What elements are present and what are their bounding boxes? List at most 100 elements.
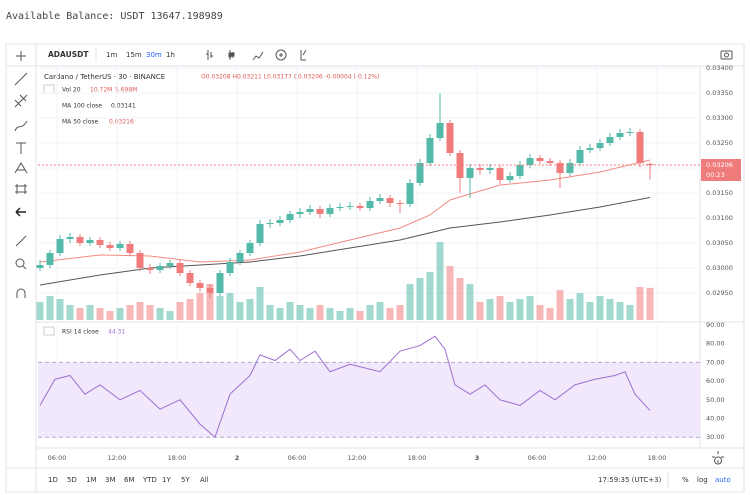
candle-body bbox=[376, 198, 384, 201]
range[interactable]: 6M bbox=[124, 476, 135, 484]
volume-bar bbox=[556, 290, 564, 320]
volume-bar bbox=[186, 299, 194, 320]
volume-bar bbox=[36, 302, 44, 320]
range[interactable]: 5D bbox=[67, 476, 77, 484]
candle-body bbox=[166, 263, 174, 266]
trend-line[interactable] bbox=[14, 72, 28, 86]
candle-body bbox=[276, 220, 284, 223]
volume-bar bbox=[136, 302, 144, 320]
collapse[interactable] bbox=[43, 84, 55, 94]
ma50-legend: MA 50 close bbox=[62, 119, 98, 126]
y-tick-label: 0.03100 bbox=[706, 214, 733, 222]
range[interactable]: 1M bbox=[86, 476, 97, 484]
candle-body bbox=[386, 198, 394, 203]
ma50-value: 0.03216 bbox=[109, 119, 134, 126]
bar-style[interactable] bbox=[206, 50, 213, 60]
camera[interactable] bbox=[720, 50, 733, 60]
volume-bar bbox=[256, 287, 264, 320]
volume-bar bbox=[636, 287, 644, 320]
fx[interactable] bbox=[300, 49, 307, 61]
candle-body bbox=[36, 265, 44, 268]
rsi-tick-label: 40.00 bbox=[706, 414, 725, 422]
candle-body bbox=[616, 133, 624, 137]
range[interactable]: YTD bbox=[142, 476, 157, 484]
volume-bar bbox=[616, 302, 624, 320]
crosshair[interactable] bbox=[16, 51, 26, 61]
interval[interactable]: 1h bbox=[166, 51, 175, 59]
volume-bar bbox=[606, 299, 614, 320]
ruler[interactable] bbox=[15, 235, 27, 247]
balance: Available Balance: USDT 13647.198989 bbox=[6, 11, 223, 22]
prediction[interactable] bbox=[15, 184, 27, 194]
volume-bar bbox=[86, 305, 94, 320]
collapse-rsi[interactable] bbox=[43, 326, 55, 336]
volume-bar bbox=[446, 266, 454, 320]
volume-bar bbox=[406, 284, 414, 320]
volume-bar bbox=[96, 308, 104, 320]
volume-bar bbox=[466, 284, 474, 320]
log[interactable]: log bbox=[697, 476, 708, 484]
fib[interactable] bbox=[14, 94, 28, 108]
volume-bar bbox=[346, 308, 354, 320]
candle-style[interactable] bbox=[228, 50, 235, 60]
candle-body bbox=[606, 137, 614, 143]
candle-body bbox=[216, 273, 224, 293]
candle-body bbox=[416, 163, 424, 183]
rsi-tick-label: 80.00 bbox=[706, 340, 725, 348]
candle-body bbox=[576, 150, 584, 163]
x-tick-label: 06:00 bbox=[528, 454, 547, 462]
candle-body bbox=[116, 244, 124, 248]
volume-bar bbox=[66, 305, 74, 320]
symbol[interactable]: ADAUSDT bbox=[48, 50, 89, 59]
pattern[interactable] bbox=[14, 162, 28, 174]
zoom-handle bbox=[22, 265, 27, 270]
y-tick-label: 0.03150 bbox=[706, 189, 733, 197]
range[interactable]: All bbox=[200, 476, 209, 484]
candle-body bbox=[236, 253, 244, 262]
interval[interactable]: 30m bbox=[146, 51, 162, 59]
volume-bar bbox=[56, 299, 64, 320]
back[interactable] bbox=[15, 207, 26, 217]
brush[interactable] bbox=[14, 120, 28, 132]
candle-body bbox=[436, 123, 444, 138]
zoom[interactable] bbox=[15, 258, 25, 268]
bottom-bar: 17:59:35 (UTC+3) % log auto 1D 5D 1M 3M 6M YT… bbox=[48, 472, 731, 488]
candle-body bbox=[516, 165, 524, 176]
interval[interactable]: 1m bbox=[106, 51, 117, 59]
volume-bar bbox=[206, 284, 214, 320]
x-tick-label: 06:00 bbox=[288, 454, 307, 462]
candle-body bbox=[86, 240, 94, 243]
candle-body bbox=[126, 244, 134, 253]
add[interactable] bbox=[275, 49, 287, 61]
range[interactable]: 1D bbox=[48, 476, 58, 484]
indicators[interactable] bbox=[252, 51, 264, 61]
auto[interactable]: auto bbox=[715, 476, 731, 484]
y-tick-label: 0.03400 bbox=[706, 64, 733, 72]
volume-bar bbox=[516, 299, 524, 320]
volume-bar bbox=[296, 305, 304, 320]
magnet[interactable] bbox=[16, 288, 26, 298]
left-toolbar bbox=[14, 51, 28, 298]
x-tick-label: 12:00 bbox=[588, 454, 607, 462]
settings[interactable] bbox=[712, 451, 724, 465]
x-tick-label: 06:00 bbox=[48, 454, 67, 462]
candle-body bbox=[566, 163, 574, 173]
candle-body bbox=[446, 123, 454, 153]
text-tool[interactable] bbox=[16, 142, 26, 154]
rsi-band bbox=[38, 362, 700, 438]
range[interactable]: 1Y bbox=[162, 476, 171, 484]
volume-bar bbox=[456, 278, 464, 320]
candle-body bbox=[66, 237, 74, 239]
candle-body bbox=[426, 138, 434, 163]
rsi-tick-label: 60.00 bbox=[706, 377, 725, 385]
percent[interactable]: % bbox=[682, 476, 689, 484]
range[interactable]: 3M bbox=[105, 476, 116, 484]
volume-bar bbox=[236, 302, 244, 320]
rsi-tick-label: 30.00 bbox=[706, 433, 725, 441]
range[interactable]: 5Y bbox=[181, 476, 190, 484]
volume-bar bbox=[226, 293, 234, 320]
interval[interactable]: 15m bbox=[126, 51, 142, 59]
volume-bar bbox=[586, 302, 594, 320]
volume-bar bbox=[626, 305, 634, 320]
volume-bar bbox=[386, 308, 394, 320]
